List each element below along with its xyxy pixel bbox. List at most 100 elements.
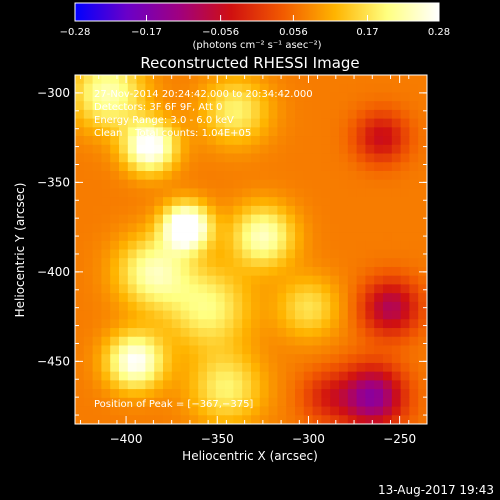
heatmap-cell	[312, 75, 322, 85]
heatmap-cell	[127, 249, 137, 259]
heatmap-cell	[409, 83, 419, 93]
heatmap-cell	[189, 380, 199, 390]
heatmap-cell	[295, 293, 305, 303]
heatmap-cell	[400, 118, 410, 128]
heatmap-cell	[189, 92, 199, 102]
heatmap-cell	[259, 310, 269, 320]
heatmap-cell	[330, 415, 340, 425]
heatmap-cell	[154, 205, 164, 215]
heatmap-cell	[92, 397, 102, 407]
heatmap-cell	[365, 293, 375, 303]
heatmap-cell	[145, 319, 155, 329]
heatmap-cell	[347, 319, 357, 329]
heatmap-cell	[277, 223, 287, 233]
heatmap-cell	[418, 83, 428, 93]
heatmap-cell	[330, 275, 340, 285]
heatmap-cell	[295, 345, 305, 355]
heatmap-cell	[400, 362, 410, 373]
heatmap-cell	[145, 249, 155, 259]
heatmap-cell	[233, 144, 243, 154]
heatmap-cell	[171, 109, 181, 120]
heatmap-cell	[286, 170, 296, 181]
heatmap-cell	[251, 293, 261, 303]
heatmap-cell	[295, 188, 305, 198]
heatmap-cell	[277, 266, 287, 277]
heatmap-cell	[295, 118, 305, 128]
heatmap-cell	[251, 389, 261, 399]
heatmap-cell	[180, 310, 190, 320]
heatmap-cell	[418, 362, 428, 373]
heatmap-cell	[119, 197, 129, 207]
heatmap-cell	[83, 415, 93, 425]
heatmap-cell	[347, 127, 357, 137]
heatmap-cell	[119, 397, 129, 407]
heatmap-cell	[163, 406, 173, 416]
heatmap-cell	[374, 415, 384, 425]
heatmap-cell	[83, 197, 93, 207]
heatmap-cell	[391, 266, 401, 277]
heatmap-cell	[92, 232, 102, 242]
heatmap-cell	[136, 240, 146, 250]
heatmap-cell	[224, 284, 234, 294]
heatmap-cell	[356, 144, 366, 154]
heatmap-cell	[259, 109, 269, 120]
heatmap-cell	[356, 223, 366, 233]
heatmap-cell	[101, 214, 111, 224]
heatmap-cell	[154, 415, 164, 425]
heatmap-cell	[101, 345, 111, 355]
heatmap-cell	[400, 162, 410, 172]
heatmap-cell	[277, 345, 287, 355]
heatmap-cell	[312, 109, 322, 120]
heatmap-cell	[180, 336, 190, 346]
heatmap-cell	[224, 397, 234, 407]
heatmap-cell	[391, 127, 401, 137]
heatmap-cell	[356, 275, 366, 285]
heatmap-cell	[163, 223, 173, 233]
heatmap-cell	[198, 380, 208, 390]
heatmap-cell	[286, 136, 296, 146]
heatmap-cell	[163, 144, 173, 154]
heatmap-cell	[83, 162, 93, 172]
heatmap-cell	[180, 188, 190, 198]
heatmap-cell	[75, 275, 85, 285]
heatmap-cell	[198, 345, 208, 355]
heatmap-cell	[75, 258, 85, 268]
heatmap-cell	[303, 397, 313, 407]
heatmap-cell	[242, 415, 252, 425]
heatmap-cell	[110, 293, 120, 303]
heatmap-cell	[127, 258, 137, 268]
heatmap-cell	[330, 101, 340, 111]
heatmap-cell	[418, 92, 428, 102]
heatmap-cell	[92, 136, 102, 146]
heatmap-cell	[303, 197, 313, 207]
heatmap-cell	[136, 188, 146, 198]
heatmap-cell	[383, 197, 393, 207]
heatmap-cell	[110, 275, 120, 285]
heatmap-cell	[136, 223, 146, 233]
heatmap-cell	[268, 92, 278, 102]
heatmap-cell	[180, 284, 190, 294]
heatmap-cell	[127, 310, 137, 320]
heatmap-cell	[207, 362, 217, 373]
heatmap-cell	[418, 170, 428, 181]
heatmap-cell	[198, 354, 208, 364]
heatmap-cell	[136, 310, 146, 320]
heatmap-cell	[277, 232, 287, 242]
heatmap-cell	[303, 188, 313, 198]
heatmap-cell	[83, 310, 93, 320]
heatmap-cell	[365, 232, 375, 242]
heatmap-cell	[154, 109, 164, 120]
heatmap-cell	[400, 92, 410, 102]
heatmap-cell	[383, 249, 393, 259]
heatmap-cell	[198, 258, 208, 268]
heatmap-cell	[259, 415, 269, 425]
heatmap-cell	[339, 83, 349, 93]
heatmap-cell	[207, 389, 217, 399]
heatmap-cell	[251, 336, 261, 346]
info-annotations: 27-Nov-2014 20:24:42.000 to 20:34:42.000…	[94, 89, 313, 410]
heatmap-cell	[136, 354, 146, 364]
heatmap-cell	[75, 179, 85, 189]
heatmap-cell	[110, 415, 120, 425]
heatmap-cell	[136, 284, 146, 294]
heatmap-cell	[251, 240, 261, 250]
